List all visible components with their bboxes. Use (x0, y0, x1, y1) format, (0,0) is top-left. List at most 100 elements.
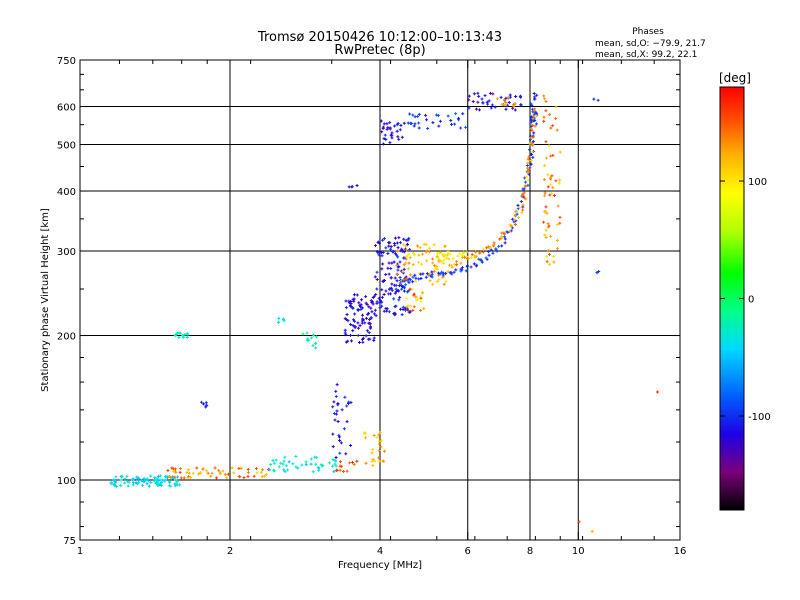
data-point (529, 162, 533, 166)
data-point (527, 170, 531, 174)
data-point (185, 470, 189, 474)
data-point (338, 468, 342, 472)
data-point (449, 119, 453, 123)
data-point (202, 402, 206, 406)
data-point (393, 236, 397, 240)
data-point (390, 288, 394, 292)
data-point (422, 242, 426, 246)
data-point (550, 192, 554, 196)
data-point (504, 103, 508, 107)
data-point (414, 295, 418, 299)
data-point (377, 459, 381, 463)
chart-subtitle: RwPretec (8p) (334, 43, 425, 58)
data-point (411, 251, 415, 255)
data-point (381, 125, 385, 129)
data-point (529, 120, 533, 124)
data-point (545, 156, 549, 160)
data-point (392, 260, 396, 264)
data-point (379, 119, 383, 123)
data-point (531, 140, 535, 144)
data-point (442, 282, 446, 286)
grid-lines (80, 60, 680, 540)
data-point (545, 254, 549, 258)
data-point (382, 137, 386, 141)
data-point (514, 94, 518, 98)
data-point (393, 252, 397, 256)
data-point (344, 333, 348, 337)
data-point (355, 459, 359, 463)
data-point (371, 457, 375, 461)
data-point (465, 250, 469, 254)
data-point (381, 238, 385, 242)
data-point (269, 462, 273, 466)
data-point (331, 458, 335, 462)
data-point (343, 317, 347, 321)
data-point (315, 456, 319, 460)
colorbar-tick-label: -100 (748, 412, 771, 423)
data-point (408, 256, 412, 260)
data-point (474, 264, 478, 268)
data-point (321, 464, 325, 468)
data-point (389, 266, 393, 270)
data-point (513, 213, 517, 217)
y-tick-label: 75 (63, 536, 76, 547)
data-point (521, 203, 525, 207)
data-point (378, 301, 382, 305)
data-point (232, 471, 236, 475)
data-point (503, 241, 507, 245)
data-point (405, 248, 409, 252)
data-point (246, 475, 250, 479)
data-point (272, 461, 276, 465)
data-point (405, 254, 409, 258)
x-axis-label: Frequency [MHz] (338, 560, 422, 571)
data-point (378, 306, 382, 310)
data-point (389, 292, 393, 296)
data-point (374, 292, 378, 296)
data-point (461, 112, 465, 116)
data-point (442, 258, 446, 262)
data-point (370, 310, 374, 314)
data-point (333, 418, 337, 422)
data-point (469, 265, 473, 269)
data-point (294, 465, 298, 469)
y-tick-label: 100 (57, 476, 76, 487)
data-point (182, 335, 186, 339)
data-point (426, 126, 430, 130)
data-point (364, 316, 368, 320)
data-point (147, 484, 151, 488)
data-point (271, 458, 275, 462)
data-point (401, 270, 405, 274)
data-point (337, 435, 341, 439)
data-point (419, 276, 423, 280)
data-point (152, 479, 156, 483)
data-point (413, 115, 417, 119)
data-point (525, 166, 529, 170)
data-point (364, 295, 368, 299)
data-point (384, 246, 388, 250)
data-point (370, 451, 374, 455)
data-point (110, 481, 114, 485)
data-point (399, 241, 403, 245)
data-point (420, 262, 424, 266)
data-point (535, 112, 539, 116)
x-tick-label: 10 (572, 546, 585, 557)
data-point (554, 105, 558, 109)
data-point (446, 114, 450, 118)
data-point (335, 409, 339, 413)
data-point (467, 106, 471, 110)
data-point (421, 272, 425, 276)
data-point (444, 280, 448, 284)
data-point (408, 248, 412, 252)
data-point (405, 297, 409, 301)
data-point (158, 478, 162, 482)
data-point (524, 197, 528, 201)
data-point (313, 455, 317, 459)
data-point (407, 309, 411, 313)
data-point (542, 178, 546, 182)
data-point (443, 253, 447, 257)
data-point (502, 98, 506, 102)
data-point (377, 449, 381, 453)
data-point (366, 312, 370, 316)
data-point (529, 159, 533, 163)
data-point (332, 400, 336, 404)
